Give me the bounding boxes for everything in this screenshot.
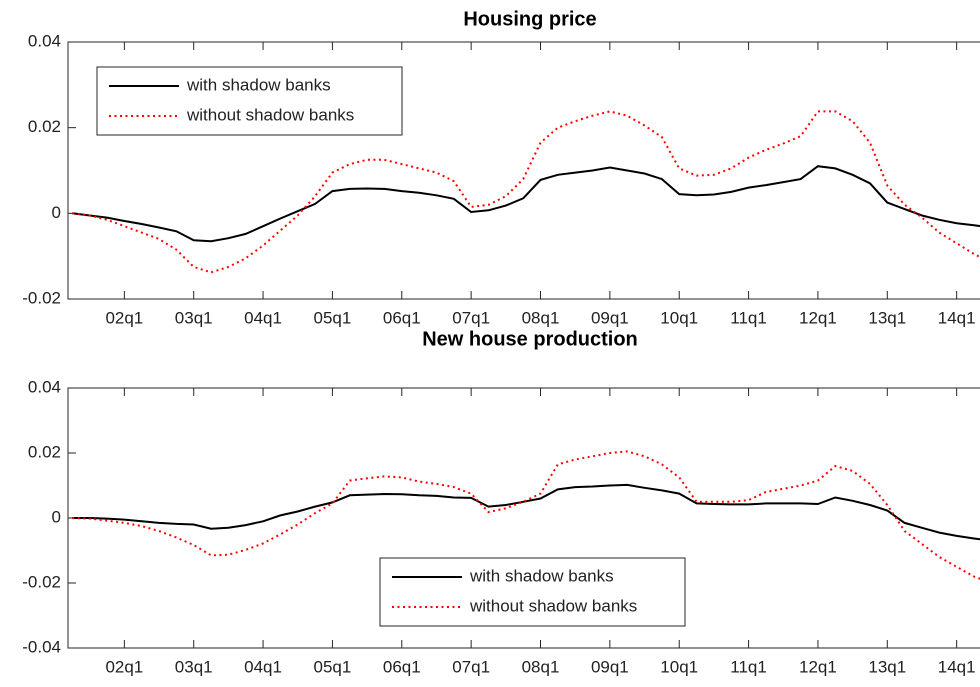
x-tick-label: 06q1 — [383, 657, 421, 676]
x-tick-label: 07q1 — [452, 308, 490, 327]
x-tick-label: 09q1 — [591, 657, 629, 676]
x-tick-label: 07q1 — [452, 657, 490, 676]
x-tick-label: 12q1 — [799, 657, 837, 676]
y-tick-label: -0.02 — [22, 572, 61, 591]
legend: with shadow banks without shadow banks — [379, 557, 686, 627]
legend: with shadow banks without shadow banks — [96, 66, 403, 136]
legend-box — [96, 66, 403, 136]
legend-label: without shadow banks — [186, 105, 354, 124]
y-tick-label: 0.04 — [28, 377, 61, 396]
y-tick-label: 0 — [52, 203, 61, 222]
x-tick-label: 08q1 — [522, 657, 560, 676]
y-tick-label: 0.04 — [28, 31, 61, 50]
legend-box — [379, 557, 686, 627]
x-tick-label: 04q1 — [244, 657, 282, 676]
x-tick-label: 14q1 — [938, 657, 976, 676]
axes-frame — [67, 41, 980, 300]
x-tick-label: 10q1 — [660, 308, 698, 327]
x-tick-label: 12q1 — [799, 308, 837, 327]
x-tick-label: 05q1 — [314, 308, 352, 327]
legend-label: with shadow banks — [469, 566, 614, 585]
x-tick-label: 13q1 — [868, 308, 906, 327]
x-tick-label: 02q1 — [105, 657, 143, 676]
x-tick-label: 04q1 — [244, 308, 282, 327]
chart-title: Housing price — [463, 8, 596, 30]
legend-label: without shadow banks — [469, 596, 637, 615]
subplot: Housing price -0.02 0 0.02 0.04 02q1 03q1 04q1 0… — [22, 8, 980, 327]
series-line — [72, 450, 980, 580]
x-tick-label: 09q1 — [591, 308, 629, 327]
x-tick-label: 05q1 — [314, 657, 352, 676]
series-line — [72, 110, 980, 274]
x-tick-label: 06q1 — [383, 308, 421, 327]
y-tick-label: 0.02 — [28, 442, 61, 461]
y-tick-label: -0.04 — [22, 637, 61, 656]
y-tick-label: 0 — [52, 507, 61, 526]
x-tick-label: 11q1 — [730, 308, 767, 327]
x-tick-label: 13q1 — [868, 657, 906, 676]
x-tick-label: 03q1 — [175, 657, 213, 676]
x-tick-label: 14q1 — [938, 308, 976, 327]
x-tick-label: 10q1 — [660, 657, 698, 676]
x-tick-label: 08q1 — [522, 308, 560, 327]
subplot: New house production -0.04 -0.02 0 0.02 0.04 0… — [22, 328, 980, 676]
x-tick-label: 03q1 — [175, 308, 213, 327]
series-line — [72, 483, 980, 541]
x-tick-label: 11q1 — [730, 657, 767, 676]
chart-title: New house production — [422, 328, 638, 350]
x-tick-label: 02q1 — [105, 308, 143, 327]
y-tick-label: -0.02 — [22, 288, 61, 307]
y-tick-label: 0.02 — [28, 117, 61, 136]
legend-label: with shadow banks — [186, 75, 331, 94]
series-line — [72, 165, 980, 243]
